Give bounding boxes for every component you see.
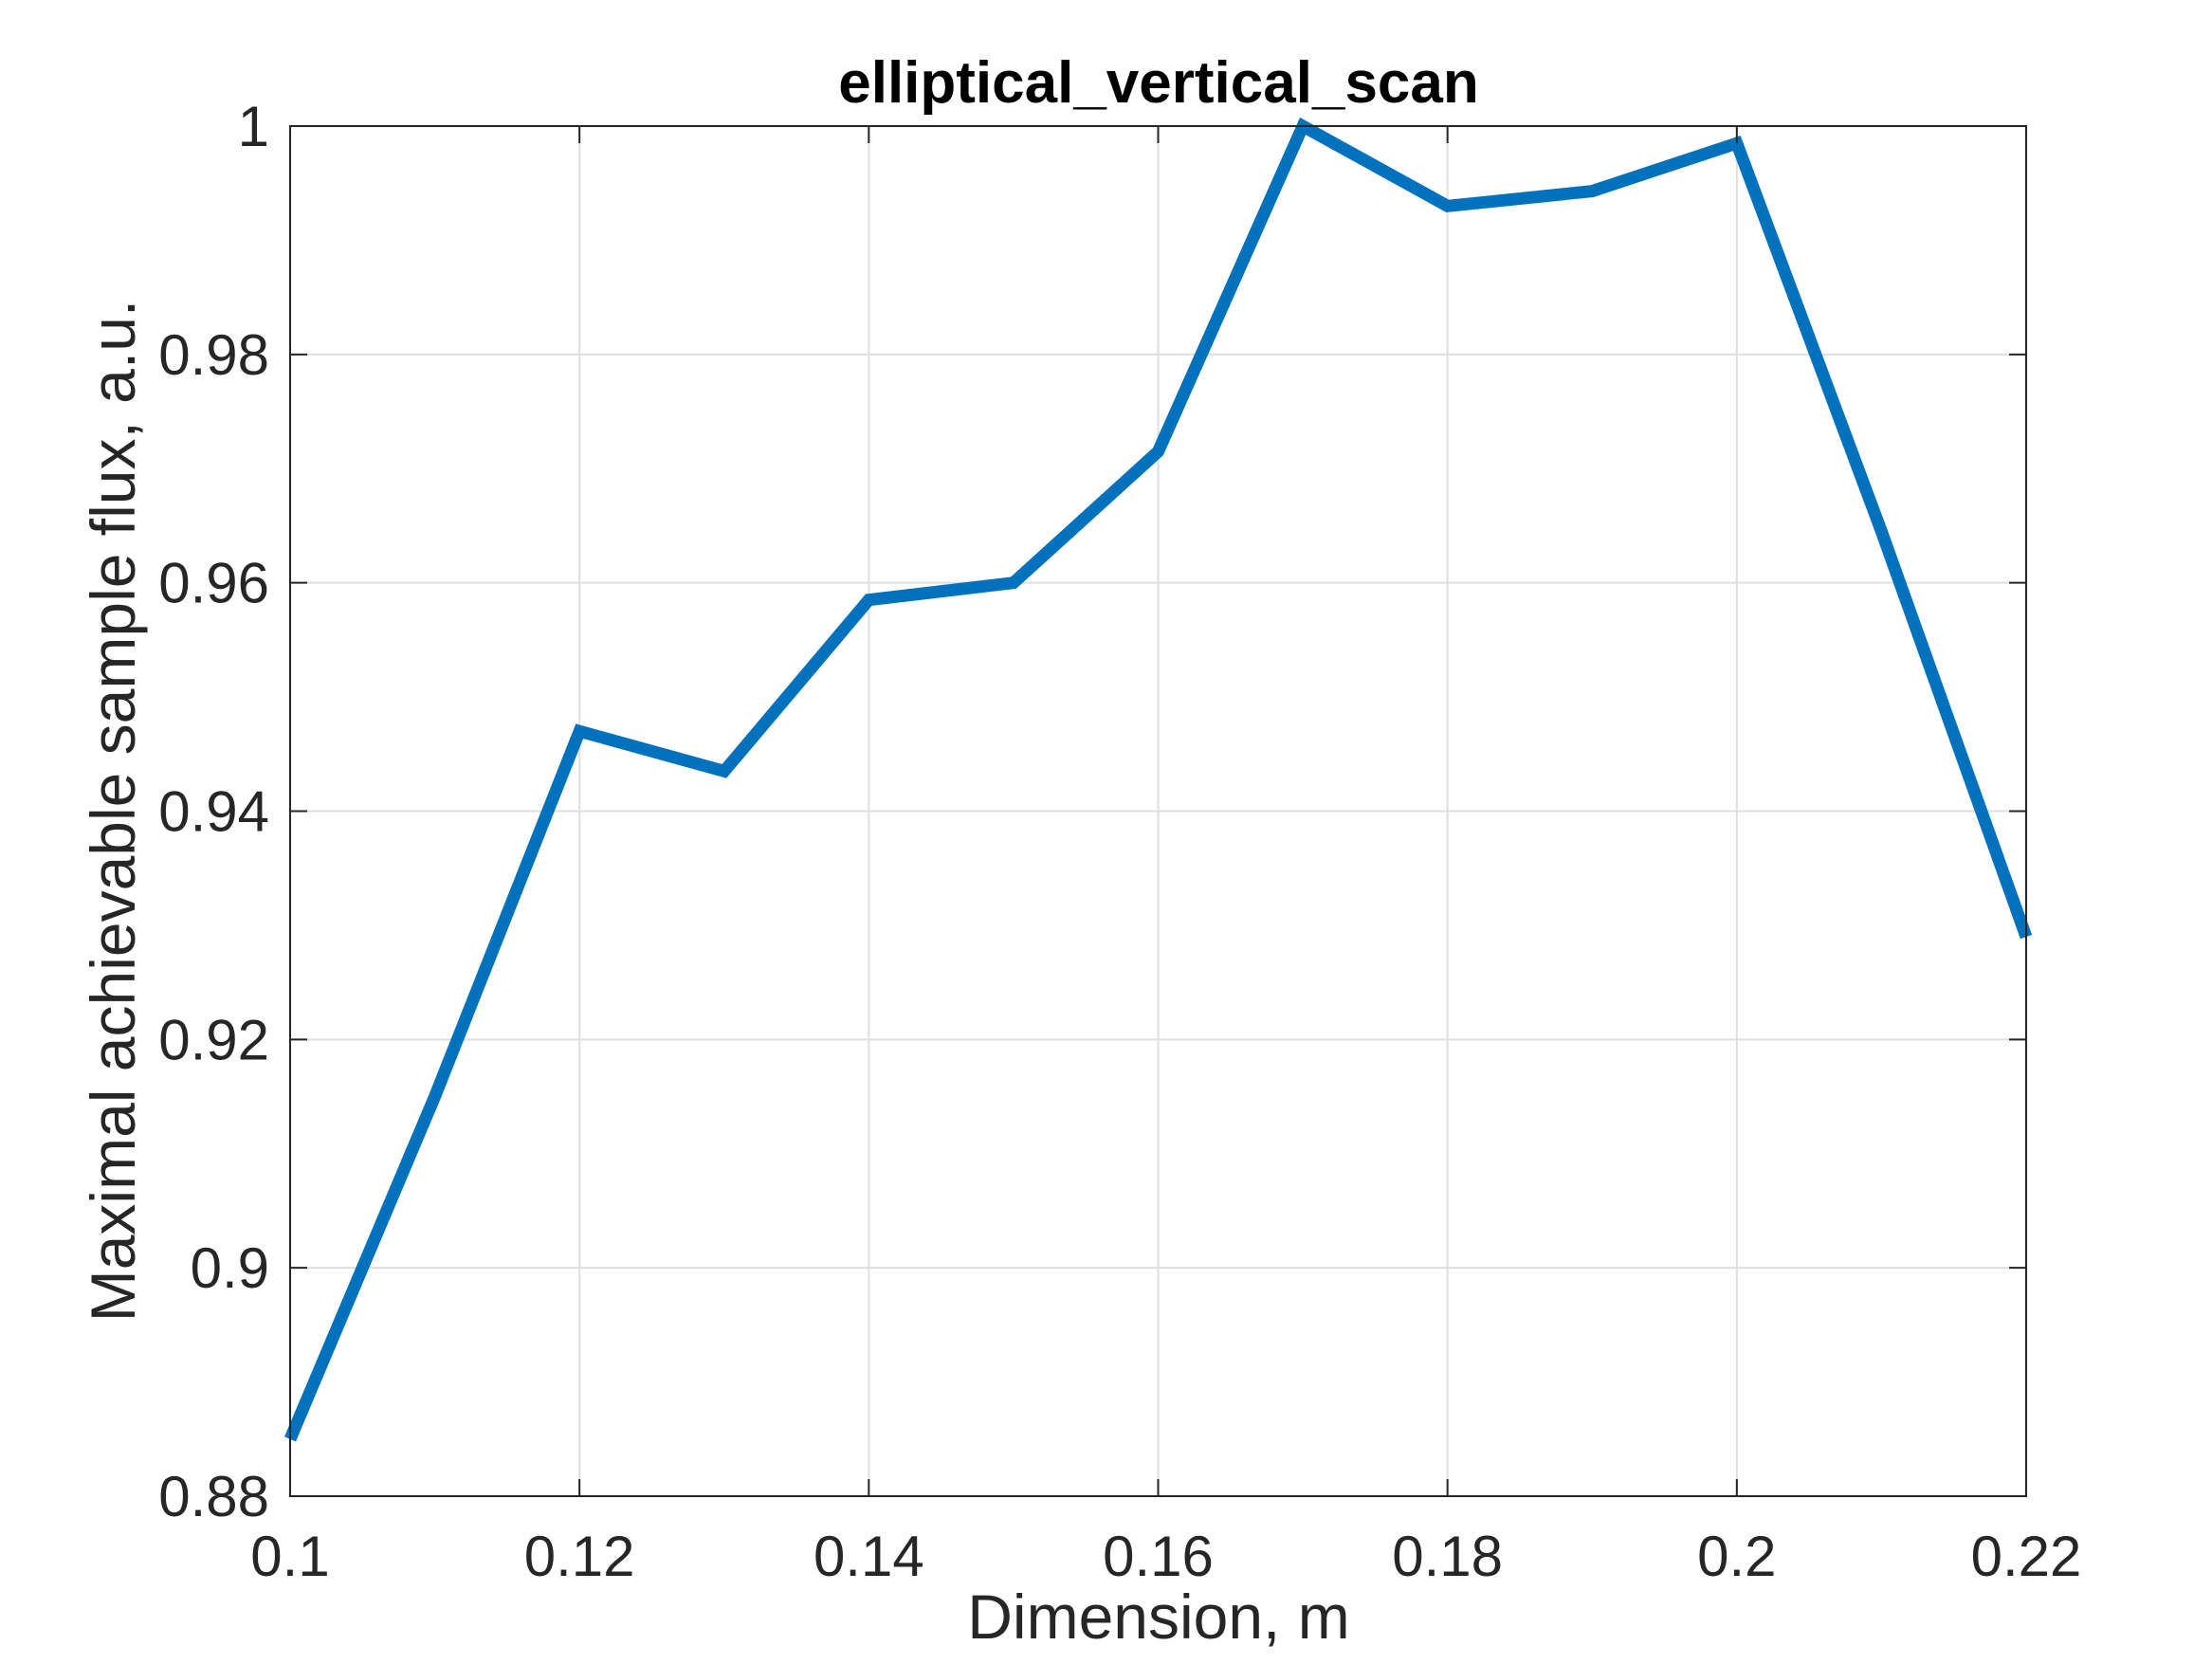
x-tick-label-4: 0.18 [1392,1525,1503,1588]
x-tick-label-5: 0.2 [1697,1525,1776,1588]
y-tick-label-4: 0.96 [158,552,269,615]
x-tick-label-3: 0.16 [1103,1525,1214,1588]
series-line-0 [284,117,2033,1442]
y-tick-label-1: 0.9 [191,1236,269,1300]
y-tick-label-3: 0.94 [158,780,269,844]
x-tick-label-1: 0.12 [524,1525,635,1588]
y-tick-labels: 0.88 0.9 0.92 0.94 0.96 0.98 1 [158,95,269,1528]
series-layer [284,117,2033,1442]
x-axis-label: Dimension, m [967,1582,1349,1652]
chart-title: elliptical_vertical_scan [838,50,1479,116]
x-tick-labels: 0.1 0.12 0.14 0.16 0.18 0.2 0.22 [250,1525,2081,1588]
y-tick-label-2: 0.92 [158,1008,269,1071]
y-tick-label-0: 0.88 [158,1465,269,1528]
x-tick-label-2: 0.14 [814,1525,924,1588]
y-tick-label-6: 1 [238,95,269,158]
y-axis-label: Maximal achievable sample flux, a.u. [78,300,148,1323]
y-tick-label-5: 0.98 [158,323,269,387]
x-tick-label-6: 0.22 [1971,1525,2082,1588]
ticks [289,125,2027,1497]
x-tick-label-0: 0.1 [250,1525,329,1588]
